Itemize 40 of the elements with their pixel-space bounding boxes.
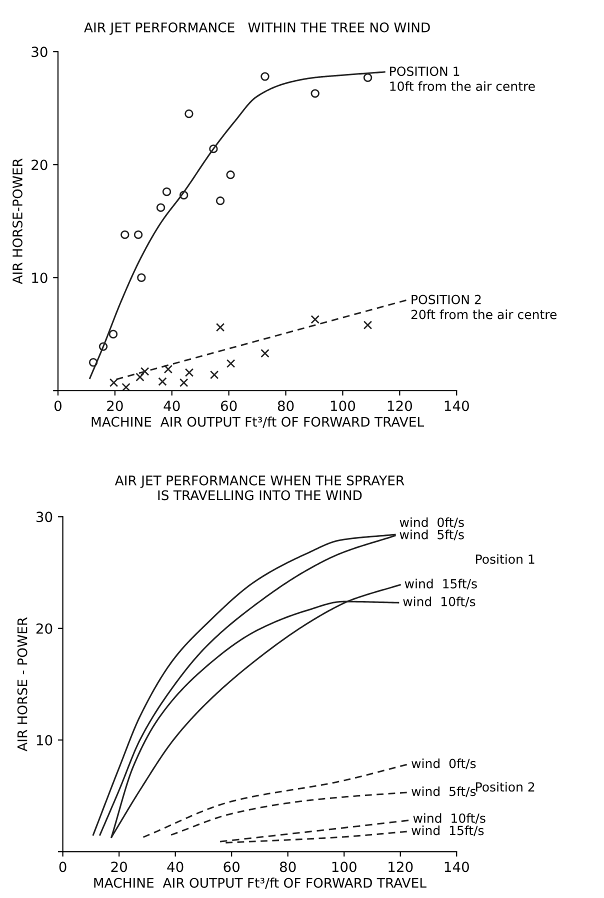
y-axis-title: AIR HORSE-POWER (12, 158, 22, 284)
x-tick-label: 100 (332, 862, 356, 872)
series-label: wind 0ft/s (400, 517, 464, 528)
text: Position 1 (476, 554, 534, 564)
x-tick-label: 80 (280, 862, 296, 872)
chart-title: AIR JET PERFORMANCE WITHIN THE TREE NO WIND (84, 22, 430, 35)
series-label: wind 15ft/s (404, 578, 477, 590)
text: Position 2 (476, 782, 534, 792)
x-tick-label: 120 (388, 400, 412, 412)
series-label: POSITION 2 20ft from the air centre (411, 294, 557, 320)
y-tick-label: 20 (36, 623, 52, 634)
x-tick-label: 140 (444, 862, 469, 872)
x-axis-title: MACHINE AIR OUTPUT Ft³/ft OF FORWARD TRAVEL (92, 416, 424, 428)
y-tick-label: 10 (32, 272, 48, 284)
x-tick-label: 60 (220, 400, 237, 412)
y-tick-label: 30 (32, 46, 48, 58)
x-tick-label: 0 (59, 862, 66, 872)
series-label: wind 10ft/s (413, 813, 486, 824)
x-tick-label: 80 (278, 400, 294, 412)
y-tick-label: 20 (32, 160, 48, 170)
y-axis-title: AIR HORSE - POWER (17, 617, 28, 752)
x-tick-label: 20 (111, 862, 127, 872)
series-label: wind 15ft/s (412, 826, 484, 836)
series-label: POSITION 1 10ft from the air centre (390, 66, 535, 91)
series-label: wind 10ft/s (403, 596, 476, 608)
series-label: wind 0ft/s (412, 758, 476, 770)
x-tick-label: 20 (107, 400, 123, 412)
x-tick-label: 40 (167, 862, 184, 872)
series-label: wind 5ft/s (400, 530, 464, 540)
x-tick-label: 120 (388, 862, 413, 872)
x-axis-title: MACHINE AIR OUTPUT Ft³/ft OF FORWARD TRAVEL (94, 878, 426, 889)
x-tick-label: 60 (224, 862, 240, 872)
chart-title: AIR JET PERFORMANCE WHEN THE SPRAYER IS TRAVELLING INTO THE WIND (114, 475, 404, 500)
series-label: wind 5ft/s (412, 786, 476, 798)
x-tick-label: 100 (330, 400, 356, 412)
y-tick-label: 10 (36, 734, 52, 746)
y-tick-label: 30 (36, 512, 52, 522)
x-tick-label: 40 (164, 400, 180, 412)
x-tick-label: 0 (54, 400, 62, 412)
x-tick-label: 140 (444, 400, 469, 412)
